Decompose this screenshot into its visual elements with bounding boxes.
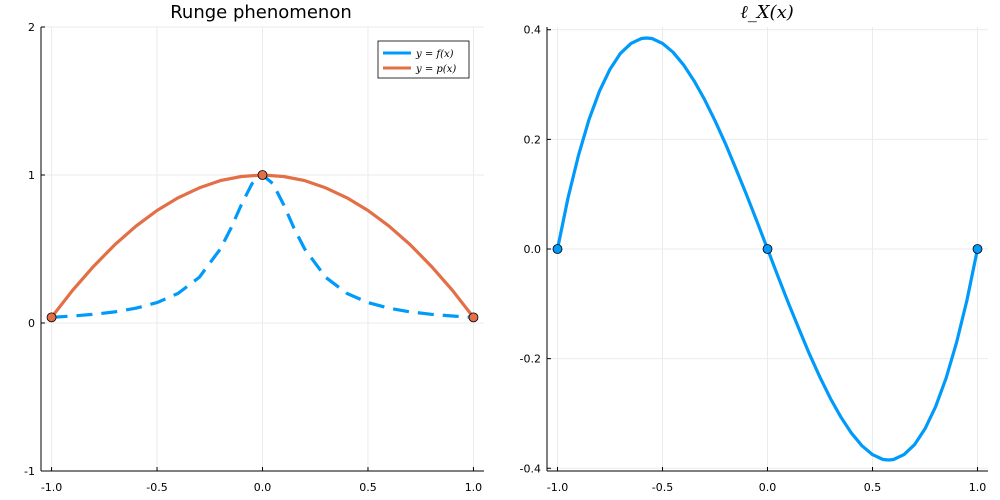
lagrange-panel: -1.0 -0.5 0.0 0.5 1.0 -0.4 -0.2 0.0 0.2 0.4 ℓ_X(x… bbox=[520, 2, 988, 494]
legend-label-f: y = f(x) bbox=[415, 49, 454, 60]
grid-lines bbox=[547, 27, 988, 471]
x-tick-label: -0.5 bbox=[146, 481, 167, 494]
y-tick-label: -1 bbox=[24, 465, 35, 478]
marker-layer bbox=[552, 244, 983, 254]
x-tick-label: 1.0 bbox=[969, 481, 987, 494]
y-tick-label: -0.4 bbox=[520, 462, 541, 475]
legend-label-p: y = p(x) bbox=[415, 64, 456, 75]
chart-title: ℓ_X(x) bbox=[740, 2, 794, 23]
y-tick-label: 0.2 bbox=[524, 133, 542, 146]
y-tick-label: 2 bbox=[28, 21, 35, 34]
y-tick-label: -0.2 bbox=[520, 353, 541, 366]
x-tick-label: 1.0 bbox=[465, 481, 483, 494]
legend: y = f(x) y = p(x) bbox=[377, 40, 470, 79]
grid-lines bbox=[41, 26, 484, 472]
x-tick-label: 0.5 bbox=[359, 481, 377, 494]
x-tick-label: -0.5 bbox=[652, 481, 673, 494]
axes: -1.0 -0.5 0.0 0.5 1.0 -0.4 -0.2 0.0 0.2 0.4 bbox=[520, 24, 988, 494]
x-tick-label: 0.5 bbox=[864, 481, 882, 494]
axes: -1.0 -0.5 0.0 0.5 1.0 -1 0 1 2 bbox=[24, 21, 484, 494]
y-tick-label: 0.0 bbox=[524, 243, 542, 256]
y-tick-label: 0.4 bbox=[524, 24, 542, 37]
data-point bbox=[46, 312, 57, 323]
x-tick-label: 0.0 bbox=[254, 481, 272, 494]
x-tick-label: -1.0 bbox=[41, 481, 62, 494]
x-tick-label: -1.0 bbox=[547, 481, 568, 494]
data-point bbox=[257, 170, 268, 180]
data-point bbox=[552, 244, 563, 254]
marker-layer bbox=[46, 170, 479, 323]
data-point bbox=[468, 312, 479, 323]
y-tick-label: 1 bbox=[28, 169, 35, 182]
x-tick-label: 0.0 bbox=[759, 481, 777, 494]
data-point bbox=[972, 244, 983, 254]
chart-title: Runge phenomenon bbox=[170, 2, 352, 23]
data-point bbox=[762, 244, 773, 254]
legend-box bbox=[377, 40, 470, 79]
y-tick-label: 0 bbox=[28, 317, 35, 330]
